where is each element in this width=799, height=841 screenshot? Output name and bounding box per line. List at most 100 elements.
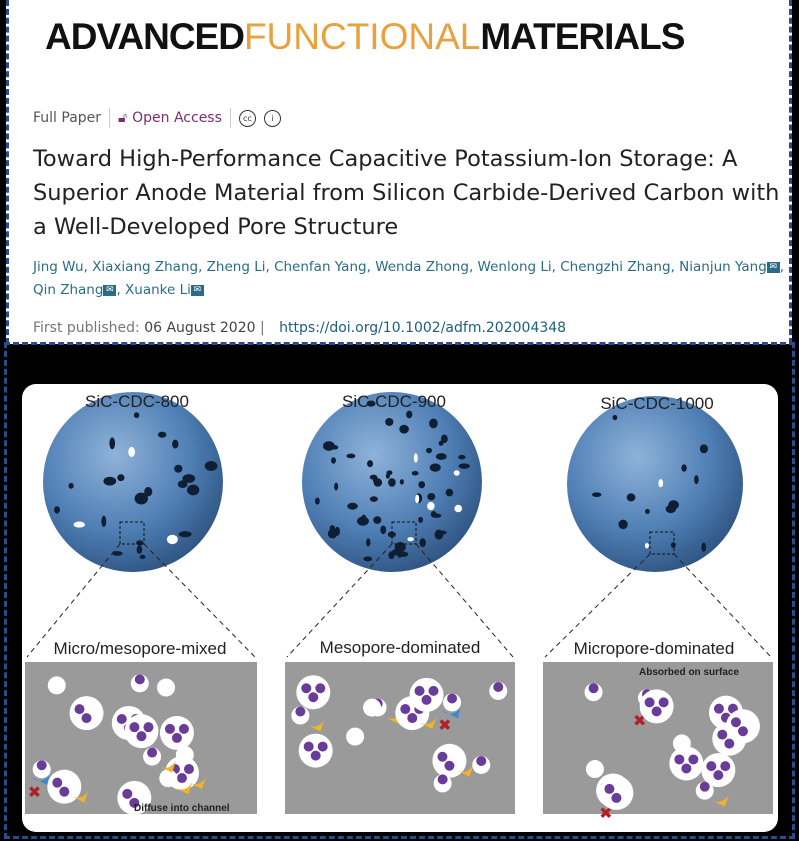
lock-icon: 🔓︎ [118,110,128,126]
author-link[interactable]: Qin Zhang [33,282,104,298]
open-access-badge[interactable]: 🔓︎ Open Access [118,110,222,126]
zoom-line [286,543,393,658]
potassium-ion [129,797,140,808]
potassium-ion [447,693,458,704]
zoom-box [649,531,675,555]
pore [334,526,340,536]
potassium-ion [644,697,655,708]
pore [68,482,74,489]
pore [178,531,192,538]
potassium-ion [674,754,685,765]
arrow-icon [189,777,206,790]
author-link[interactable]: Wenlong Li [477,259,552,275]
author-link[interactable]: Chengzhi Zhang [560,259,671,275]
potassium-ion [116,714,127,725]
pore [426,447,433,454]
pore [612,414,618,421]
pore [363,556,373,562]
article-title: Toward High-Performance Capacitive Potas… [33,146,780,240]
pore [440,434,448,444]
annotation-absorbed: Absorbed on surface [639,667,740,678]
carbon-sphere [43,392,223,572]
pore [427,492,436,501]
divider [109,108,111,128]
journal-logo[interactable]: ADVANCEDFUNCTIONALMATERIALS [45,16,685,57]
pore [380,525,387,535]
pore [387,531,396,538]
zoom-line [544,553,651,658]
pore [334,482,339,491]
pore [458,463,470,469]
potassium-ion [720,761,731,772]
pore [112,551,123,556]
pore [626,493,636,502]
pore [411,471,419,476]
email-icon[interactable]: ✉ [190,284,204,296]
potassium-ion [74,704,85,715]
email-icon[interactable]: ✉ [103,284,117,296]
zoom-box [119,521,145,545]
zoom-line [673,553,772,658]
pore [398,551,409,557]
pore [103,476,117,486]
pore [166,534,178,545]
pore [314,497,320,505]
pore [407,537,414,542]
pore [458,454,466,460]
pore [454,504,463,513]
blocked-icon: ✖ [438,715,451,734]
author-link[interactable]: Wenda Zhong [375,259,469,275]
pore [128,446,135,458]
author-link[interactable]: Zheng Li [206,259,266,275]
potassium-ion [400,704,411,715]
potassium-ion [414,685,425,696]
pore [54,506,60,514]
pore [694,475,699,485]
potassium-ion [134,674,145,685]
author-link[interactable]: Nianjun Yang [679,259,767,275]
potassium-ion [713,703,724,714]
pore [406,410,413,419]
pore [330,457,336,464]
pore-cross-section [599,775,634,810]
author-link[interactable]: Xuanke Li [125,282,191,298]
pore-cross-section [159,769,178,788]
potassium-ion [706,761,717,772]
pore [644,508,650,515]
carbon-sphere [567,396,743,572]
potassium-ion [310,750,321,761]
potassium-ion [493,681,504,692]
doi-link[interactable]: https://doi.org/10.1002/adfm.202004348 [279,320,567,336]
pore [139,554,146,559]
pore-cross-section [298,733,333,768]
potassium-ion [122,788,133,799]
potassium-ion [658,697,669,708]
potassium-ion [407,713,418,724]
arrow-icon [457,764,474,777]
pore [665,504,677,514]
author-link[interactable]: Jing Wu [33,259,84,275]
potassium-ion [737,726,748,737]
email-icon[interactable]: ✉ [766,261,780,273]
arrow-icon [72,790,89,803]
pore [133,412,140,419]
by-icon[interactable]: i [263,109,281,127]
potassium-ion [717,729,728,740]
author-list: Jing Wu, Xiaxiang Zhang, Zheng Li, Chenf… [33,259,785,298]
potassium-ion [688,754,699,765]
potassium-ion [428,685,439,696]
pore [136,545,143,554]
potassium-ion [437,751,448,762]
zoom-line [26,543,121,658]
potassium-ion [129,722,140,733]
cc-icon[interactable]: cc [238,109,256,127]
panel-label: Micropore-dominated [573,639,735,658]
author-link[interactable]: Chenfan Yang [274,259,367,275]
divider [229,108,231,128]
author-link[interactable]: Xiaxiang Zhang [92,259,199,275]
pore-cross-section [409,677,444,712]
pore [366,400,376,407]
potassium-ion [317,741,328,752]
pore [429,418,438,429]
potassium-ion [52,777,63,788]
